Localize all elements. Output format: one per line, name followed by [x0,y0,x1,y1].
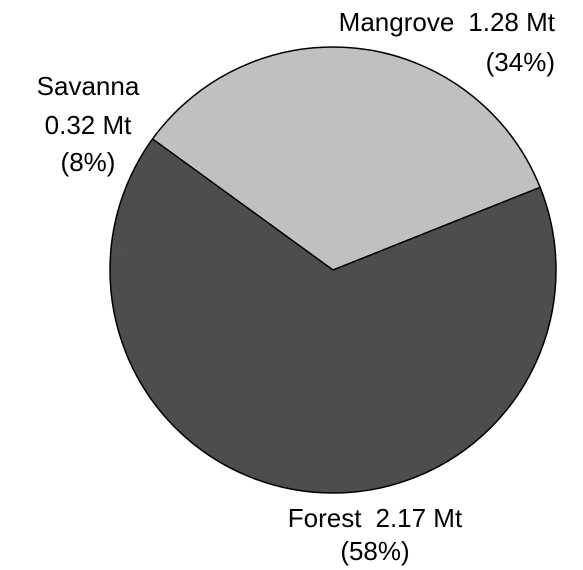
percent-label: (8%) [61,147,116,177]
percent-label: (58%) [340,536,409,566]
category-label: Forest [288,503,362,533]
slice-label: Mangrove 1.28 Mt [339,7,556,37]
slice-border [332,186,541,271]
slice-border [152,138,334,271]
category-label: Savanna [37,71,140,101]
value-label: 0.32 Mt [45,110,132,140]
value-label: 2.17 Mt [375,503,462,533]
percent-label: (34%) [486,47,555,77]
value-label: 1.28 Mt [468,7,555,37]
pie [109,46,557,494]
category-label: Mangrove [339,7,455,37]
slice-label: Forest 2.17 Mt [288,503,463,533]
pie-outline [109,46,557,494]
